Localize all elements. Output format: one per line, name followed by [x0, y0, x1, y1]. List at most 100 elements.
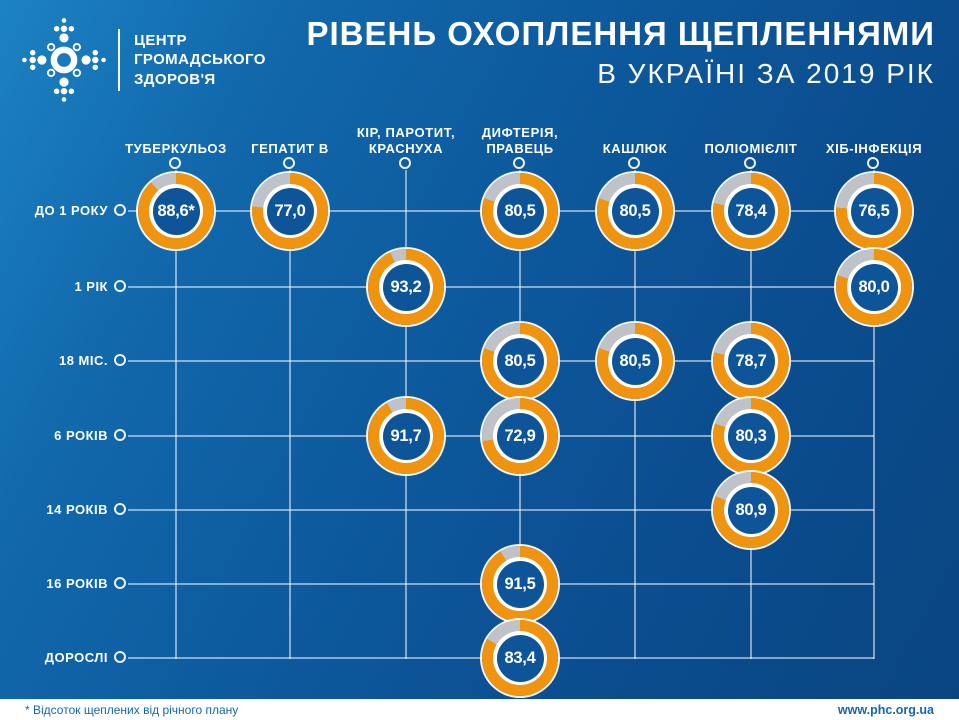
- grid-vline: [873, 170, 875, 659]
- website-link[interactable]: www.phc.org.ua: [837, 702, 934, 717]
- donut-center: 88,6*: [152, 187, 200, 235]
- donut-value: 80,5: [619, 351, 651, 370]
- donut-value: 77,0: [274, 201, 306, 220]
- row-node-circle: [114, 429, 126, 441]
- grid-hline: [128, 286, 874, 288]
- column-header: ТУБЕРКУЛЬОЗ: [101, 141, 251, 157]
- page-title: РІВЕНЬ ОХОПЛЕННЯ ЩЕПЛЕННЯМИ В УКРАЇНІ ЗА…: [306, 15, 935, 90]
- donut-gauge: 80,3: [713, 398, 789, 474]
- grid-hline: [128, 509, 874, 511]
- donut-gauge: 80,5: [482, 323, 558, 399]
- column-header: КАШЛЮК: [560, 141, 710, 157]
- phc-logo: ЦЕНТР ГРОМАДСЬКОГО ЗДОРОВ'Я: [18, 14, 266, 106]
- donut-center: 80,0: [850, 263, 898, 311]
- donut-value: 93,2: [390, 277, 422, 296]
- donut-inner-ring: 80,0: [847, 260, 901, 314]
- donut-center: 76,5: [850, 187, 898, 235]
- logo-wordmark: ЦЕНТР ГРОМАДСЬКОГО ЗДОРОВ'Я: [134, 31, 266, 90]
- donut-gauge: 83,4: [482, 620, 558, 696]
- donut-center: 91,5: [496, 560, 544, 608]
- row-label: ДОРОСЛІ: [44, 650, 108, 665]
- donut-value: 91,7: [390, 426, 422, 445]
- column-header-line: КІР, ПАРОТИТ,: [356, 124, 456, 140]
- donut-center: 77,0: [266, 187, 314, 235]
- donut-gauge: 76,5: [836, 173, 912, 249]
- donut-center: 80,5: [611, 337, 659, 385]
- donut-value: 91,5: [504, 574, 536, 593]
- phc-logo-icon: [22, 18, 106, 102]
- row-label: 18 МІС.: [58, 353, 108, 368]
- donut-center: 91,7: [382, 412, 430, 460]
- column-node-circle: [283, 157, 295, 169]
- column-node-circle: [169, 157, 181, 169]
- donut-gauge: 78,7: [713, 323, 789, 399]
- column-header: ХІБ-ІНФЕКЦІЯ: [799, 141, 949, 157]
- donut-value: 76,5: [858, 201, 890, 220]
- donut-gauge: 80,9: [713, 472, 789, 548]
- column-header-line: КАШЛЮК: [602, 140, 668, 156]
- column-node-circle: [744, 157, 756, 169]
- footer-bar: * Відсоток щеплених від річного плану ww…: [0, 699, 959, 720]
- donut-inner-ring: 76,5: [847, 184, 901, 238]
- logo-divider: [118, 29, 120, 91]
- row-node-circle: [114, 204, 126, 216]
- donut-value: 80,5: [504, 201, 536, 220]
- row-label: 1 РІК: [74, 279, 108, 294]
- grid-vline: [175, 170, 177, 659]
- donut-center: 80,5: [611, 187, 659, 235]
- donut-inner-ring: 88,6*: [149, 184, 203, 238]
- row-label: 16 РОКІВ: [46, 576, 108, 591]
- donut-gauge: 80,0: [836, 249, 912, 325]
- column-header-line: ПОЛІОМІЄЛІТ: [704, 140, 798, 156]
- donut-gauge: 80,5: [597, 173, 673, 249]
- column-header: ДИФТЕРІЯ, ПРАВЕЦЬ: [445, 125, 595, 158]
- column-node-circle: [513, 157, 525, 169]
- row-node-circle: [114, 280, 126, 292]
- donut-center: 78,4: [727, 187, 775, 235]
- column-node-circle: [399, 157, 411, 169]
- donut-inner-ring: 80,5: [608, 184, 662, 238]
- donut-value: 80,9: [735, 500, 767, 519]
- row-label: ДО 1 РОКУ: [34, 203, 108, 218]
- row-node-circle: [114, 503, 126, 515]
- grid-vline: [634, 170, 636, 659]
- row-node-circle: [114, 354, 126, 366]
- grid-vline: [289, 170, 291, 659]
- donut-value: 80,0: [858, 277, 890, 296]
- row-label: 6 РОКІВ: [54, 428, 108, 443]
- donut-value: 88,6*: [157, 201, 195, 220]
- donut-value: 80,3: [735, 426, 767, 445]
- column-header-line: ДИФТЕРІЯ,: [481, 124, 559, 140]
- column-header: ГЕПАТИТ В: [215, 141, 365, 157]
- donut-inner-ring: 80,3: [724, 409, 778, 463]
- donut-gauge: 88,6*: [138, 173, 214, 249]
- donut-center: 80,5: [496, 337, 544, 385]
- column-header: КІР, ПАРОТИТ, КРАСНУХА: [331, 125, 481, 158]
- column-header-line: ГЕПАТИТ В: [251, 140, 329, 156]
- donut-inner-ring: 80,5: [608, 334, 662, 388]
- donut-gauge: 91,7: [368, 398, 444, 474]
- donut-value: 83,4: [504, 648, 536, 667]
- donut-value: 80,5: [504, 351, 536, 370]
- logo-line-1: ЦЕНТР: [134, 31, 187, 49]
- donut-center: 80,3: [727, 412, 775, 460]
- donut-gauge: 93,2: [368, 249, 444, 325]
- column-header-line: ПРАВЕЦЬ: [486, 140, 554, 156]
- donut-gauge: 91,5: [482, 546, 558, 622]
- row-node-circle: [114, 577, 126, 589]
- donut-center: 78,7: [727, 337, 775, 385]
- donut-value: 80,5: [619, 201, 651, 220]
- donut-center: 80,5: [496, 187, 544, 235]
- donut-inner-ring: 78,4: [724, 184, 778, 238]
- donut-gauge: 80,5: [597, 323, 673, 399]
- donut-center: 83,4: [496, 634, 544, 682]
- donut-inner-ring: 83,4: [493, 631, 547, 685]
- donut-inner-ring: 80,5: [493, 184, 547, 238]
- column-header-line: ХІБ-ІНФЕКЦІЯ: [825, 140, 923, 156]
- title-line-1: РІВЕНЬ ОХОПЛЕННЯ ЩЕПЛЕННЯМИ: [306, 15, 935, 52]
- footnote: * Відсоток щеплених від річного плану: [25, 702, 239, 717]
- row-label: 14 РОКІВ: [46, 502, 108, 517]
- donut-gauge: 77,0: [252, 173, 328, 249]
- donut-value: 78,7: [735, 351, 767, 370]
- donut-inner-ring: 80,5: [493, 334, 547, 388]
